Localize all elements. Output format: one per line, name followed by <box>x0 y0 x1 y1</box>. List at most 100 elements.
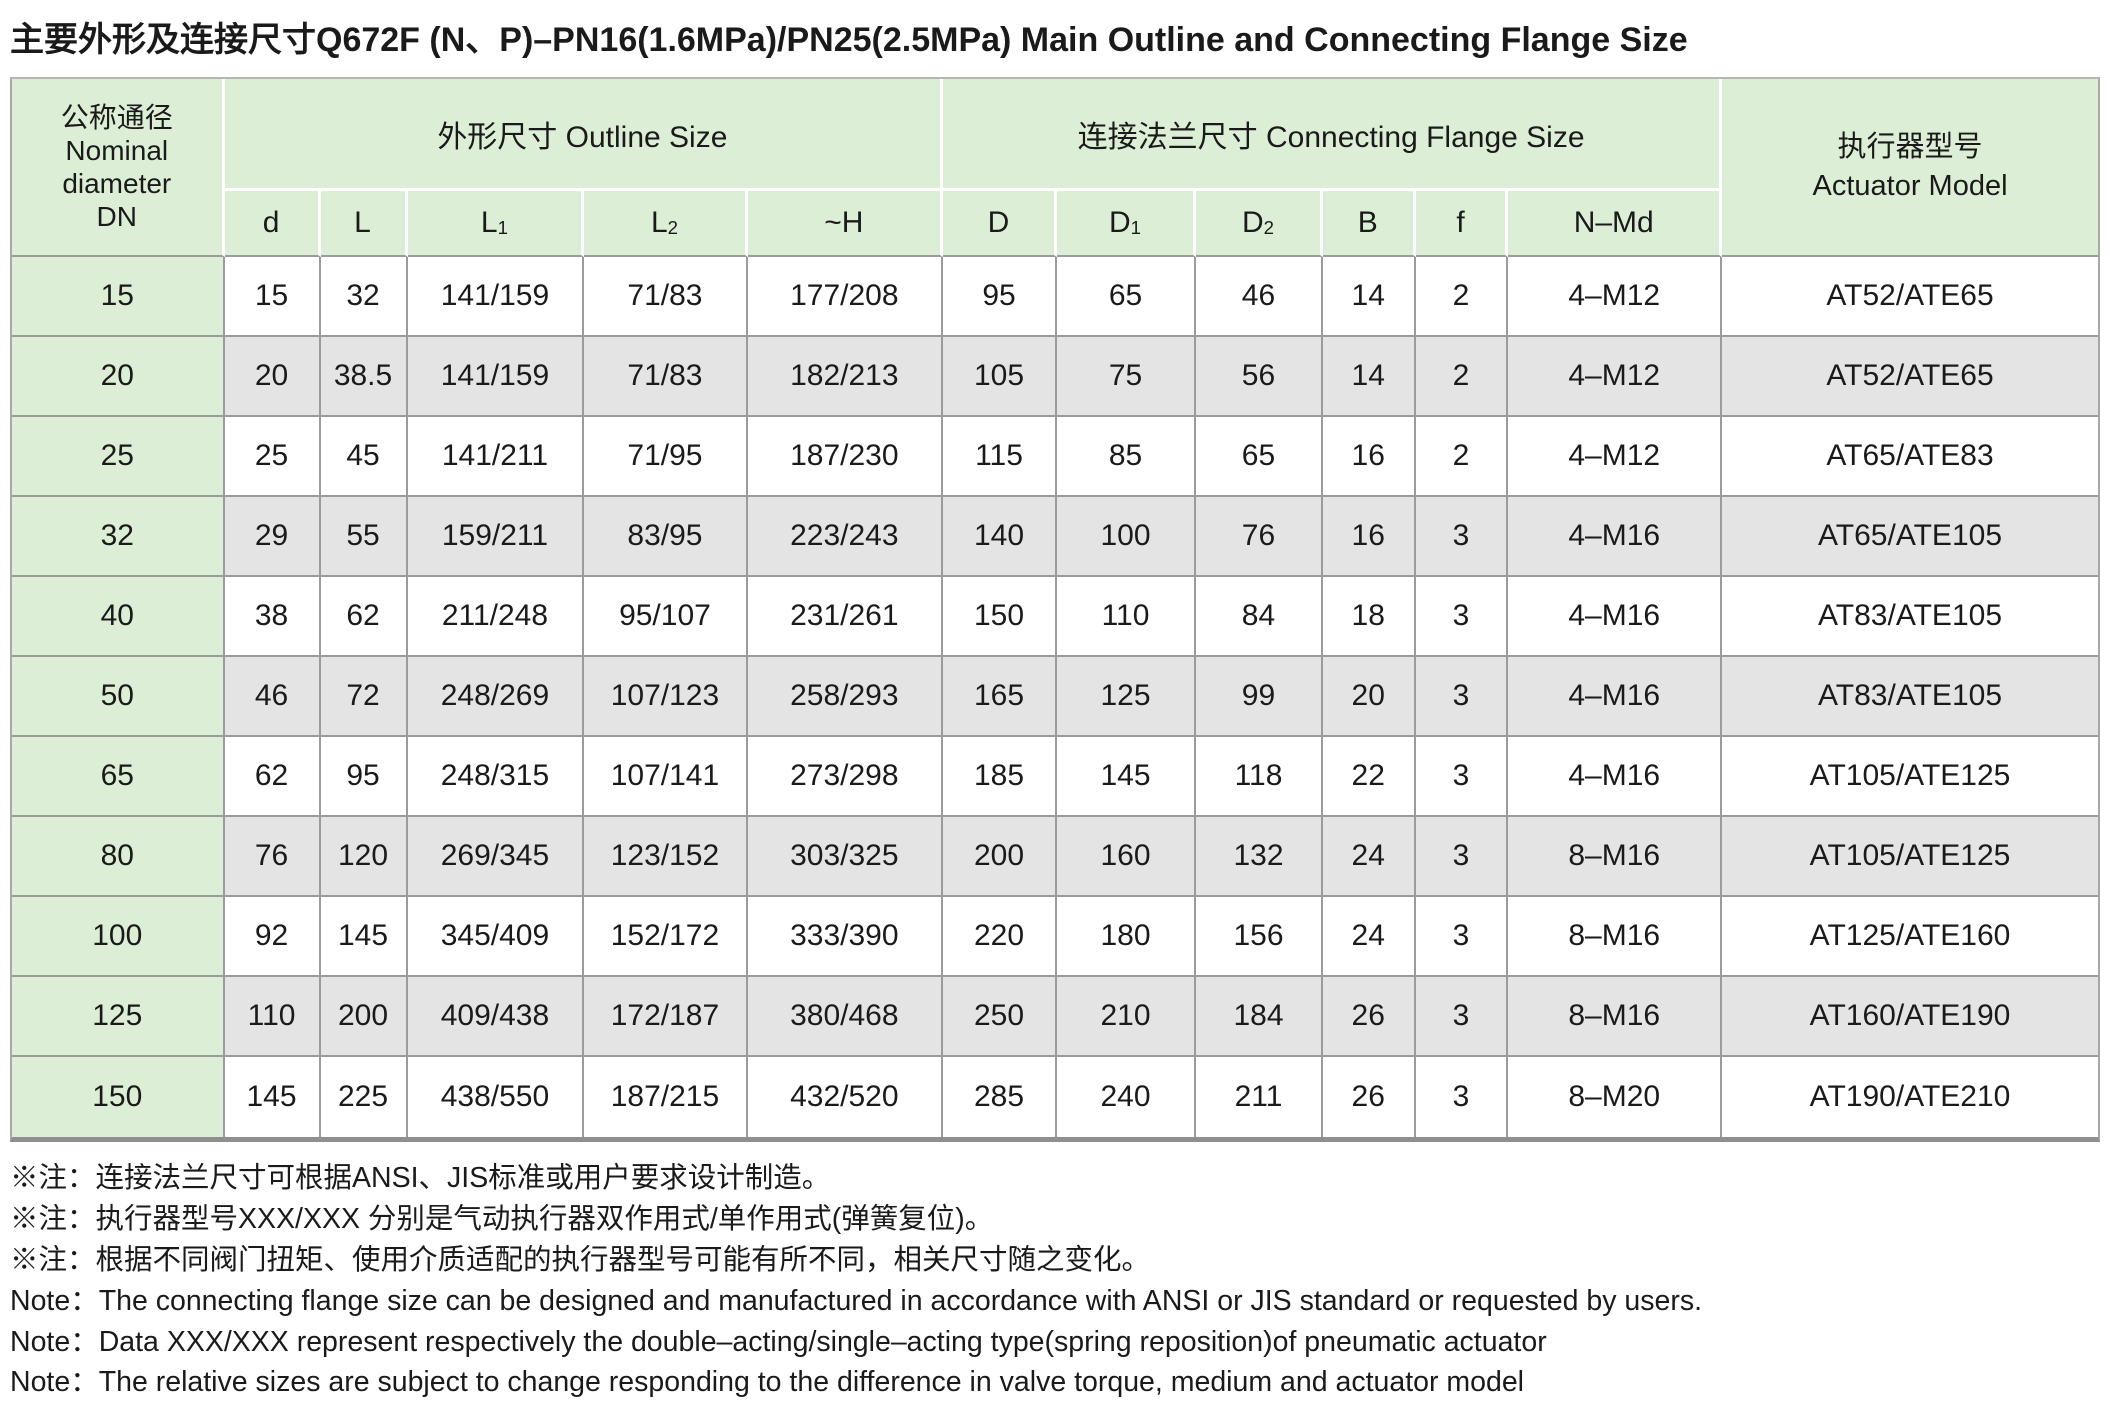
cell-D1: 160 <box>1056 817 1197 897</box>
cell-actuator-model: AT190/ATE210 <box>1722 1057 2098 1137</box>
cell-L2: 107/123 <box>584 657 748 737</box>
cell-L1: 269/345 <box>407 817 585 897</box>
cell-actuator-model: AT105/ATE125 <box>1722 737 2098 817</box>
cell-d: 20 <box>224 337 321 417</box>
cell-H: 380/468 <box>747 977 944 1057</box>
cell-B: 16 <box>1322 417 1416 497</box>
table-row-dn-65: 65 62 95 248/315 107/141 273/298 185 145 118 22 3 4… <box>12 737 2098 817</box>
cell-d: 29 <box>224 497 321 577</box>
cell-f: 3 <box>1415 977 1509 1057</box>
cell-actuator-model: AT52/ATE65 <box>1722 337 2098 417</box>
cell-D1: 210 <box>1056 977 1197 1057</box>
cell-L2: 187/215 <box>584 1057 748 1137</box>
cell-L1: 409/438 <box>407 977 585 1057</box>
cell-L1: 141/211 <box>407 417 585 497</box>
cell-D2: 46 <box>1196 257 1323 337</box>
cell-D2: 184 <box>1196 977 1323 1057</box>
cell-L: 55 <box>320 497 408 577</box>
cell-L1: 248/269 <box>407 657 585 737</box>
cell-H: 273/298 <box>747 737 944 817</box>
note-cn-2: ※注：执行器型号XXX/XXX 分别是气动执行器双作用式/单作用式(弹簧复位)。 <box>10 1202 994 1235</box>
table-body: 15 15 32 141/159 71/83 177/208 95 65 46 14 2 4–M12 A… <box>12 257 2098 1137</box>
cell-B: 26 <box>1322 977 1416 1057</box>
cell-dn: 25 <box>12 417 225 497</box>
cell-d: 92 <box>224 897 321 977</box>
cell-NMd: 8–M20 <box>1508 1057 1723 1137</box>
table-row-dn-150: 150 145 225 438/550 187/215 432/520 285 240 211 2… <box>12 1057 2098 1137</box>
table-row-dn-100: 100 92 145 345/409 152/172 333/390 220 180 156 24… <box>12 897 2098 977</box>
cell-L1: 248/315 <box>407 737 585 817</box>
cell-D1: 240 <box>1056 1057 1197 1137</box>
table-row-dn-32: 32 29 55 159/211 83/95 223/243 140 100 76 16 3 4–M1… <box>12 497 2098 577</box>
col-header-H: ~H <box>747 191 944 257</box>
cell-f: 3 <box>1415 1057 1509 1137</box>
cell-D2: 84 <box>1196 577 1323 657</box>
cell-dn: 50 <box>12 657 225 737</box>
cell-L2: 152/172 <box>584 897 748 977</box>
cell-D: 185 <box>943 737 1057 817</box>
col-header-L1: L1 <box>407 191 585 257</box>
cell-d: 46 <box>224 657 321 737</box>
note-en-3: Note：The relative sizes are subject to c… <box>10 1366 1525 1399</box>
cell-NMd: 8–M16 <box>1508 977 1723 1057</box>
cell-H: 223/243 <box>747 497 944 577</box>
cell-L1: 438/550 <box>407 1057 585 1137</box>
cell-D1: 85 <box>1056 417 1197 497</box>
cell-dn: 65 <box>12 737 225 817</box>
col-header-NMd: N–Md <box>1508 191 1723 257</box>
cell-B: 14 <box>1322 257 1416 337</box>
cell-actuator-model: AT52/ATE65 <box>1722 257 2098 337</box>
cell-D1: 125 <box>1056 657 1197 737</box>
cell-L: 45 <box>320 417 408 497</box>
cell-actuator-model: AT83/ATE105 <box>1722 577 2098 657</box>
table-row-dn-25: 25 25 45 141/211 71/95 187/230 115 85 65 16 2 4–M12… <box>12 417 2098 497</box>
note-cn-3: ※注：根据不同阀门扭矩、使用介质适配的执行器型号可能有所不同，相关尺寸随之变化。 <box>10 1243 1151 1276</box>
cell-f: 3 <box>1415 737 1509 817</box>
cell-L1: 141/159 <box>407 257 585 337</box>
cell-L: 120 <box>320 817 408 897</box>
cell-H: 303/325 <box>747 817 944 897</box>
cell-d: 76 <box>224 817 321 897</box>
cell-D: 95 <box>943 257 1057 337</box>
cell-L: 32 <box>320 257 408 337</box>
cell-D1: 180 <box>1056 897 1197 977</box>
cell-dn: 125 <box>12 977 225 1057</box>
group-header-connecting-flange-size: 连接法兰尺寸 Connecting Flange Size <box>943 79 1723 191</box>
cell-D: 115 <box>943 417 1057 497</box>
cell-D1: 75 <box>1056 337 1197 417</box>
cell-f: 2 <box>1415 337 1509 417</box>
cell-D2: 118 <box>1196 737 1323 817</box>
cell-NMd: 4–M12 <box>1508 417 1723 497</box>
cell-dn: 40 <box>12 577 225 657</box>
cell-L: 200 <box>320 977 408 1057</box>
cell-B: 26 <box>1322 1057 1416 1137</box>
note-cn-1: ※注：连接法兰尺寸可根据ANSI、JIS标准或用户要求设计制造。 <box>10 1162 831 1194</box>
cell-d: 145 <box>224 1057 321 1137</box>
cell-L: 145 <box>320 897 408 977</box>
cell-D1: 145 <box>1056 737 1197 817</box>
cell-D2: 156 <box>1196 897 1323 977</box>
cell-d: 15 <box>224 257 321 337</box>
cell-D: 220 <box>943 897 1057 977</box>
cell-f: 3 <box>1415 577 1509 657</box>
cell-H: 177/208 <box>747 257 944 337</box>
cell-NMd: 8–M16 <box>1508 897 1723 977</box>
table-row-dn-15: 15 15 32 141/159 71/83 177/208 95 65 46 14 2 4–M12 A… <box>12 257 2098 337</box>
cell-D2: 211 <box>1196 1057 1323 1137</box>
cell-B: 16 <box>1322 497 1416 577</box>
table-row-dn-125: 125 110 200 409/438 172/187 380/468 250 210 184 2… <box>12 977 2098 1057</box>
cell-D1: 110 <box>1056 577 1197 657</box>
cell-B: 24 <box>1322 817 1416 897</box>
cell-L2: 71/83 <box>584 257 748 337</box>
cell-d: 62 <box>224 737 321 817</box>
cell-B: 20 <box>1322 657 1416 737</box>
cell-D: 140 <box>943 497 1057 577</box>
cell-D1: 65 <box>1056 257 1197 337</box>
note-en-2: Note：Data XXX/XXX represent respectively… <box>10 1325 1547 1358</box>
table-row-dn-20: 20 20 38.5 141/159 71/83 182/213 105 75 56 14 2 4–M… <box>12 337 2098 417</box>
cell-D: 250 <box>943 977 1057 1057</box>
cell-D: 150 <box>943 577 1057 657</box>
cell-L2: 71/95 <box>584 417 748 497</box>
col-header-D1: D1 <box>1056 191 1197 257</box>
